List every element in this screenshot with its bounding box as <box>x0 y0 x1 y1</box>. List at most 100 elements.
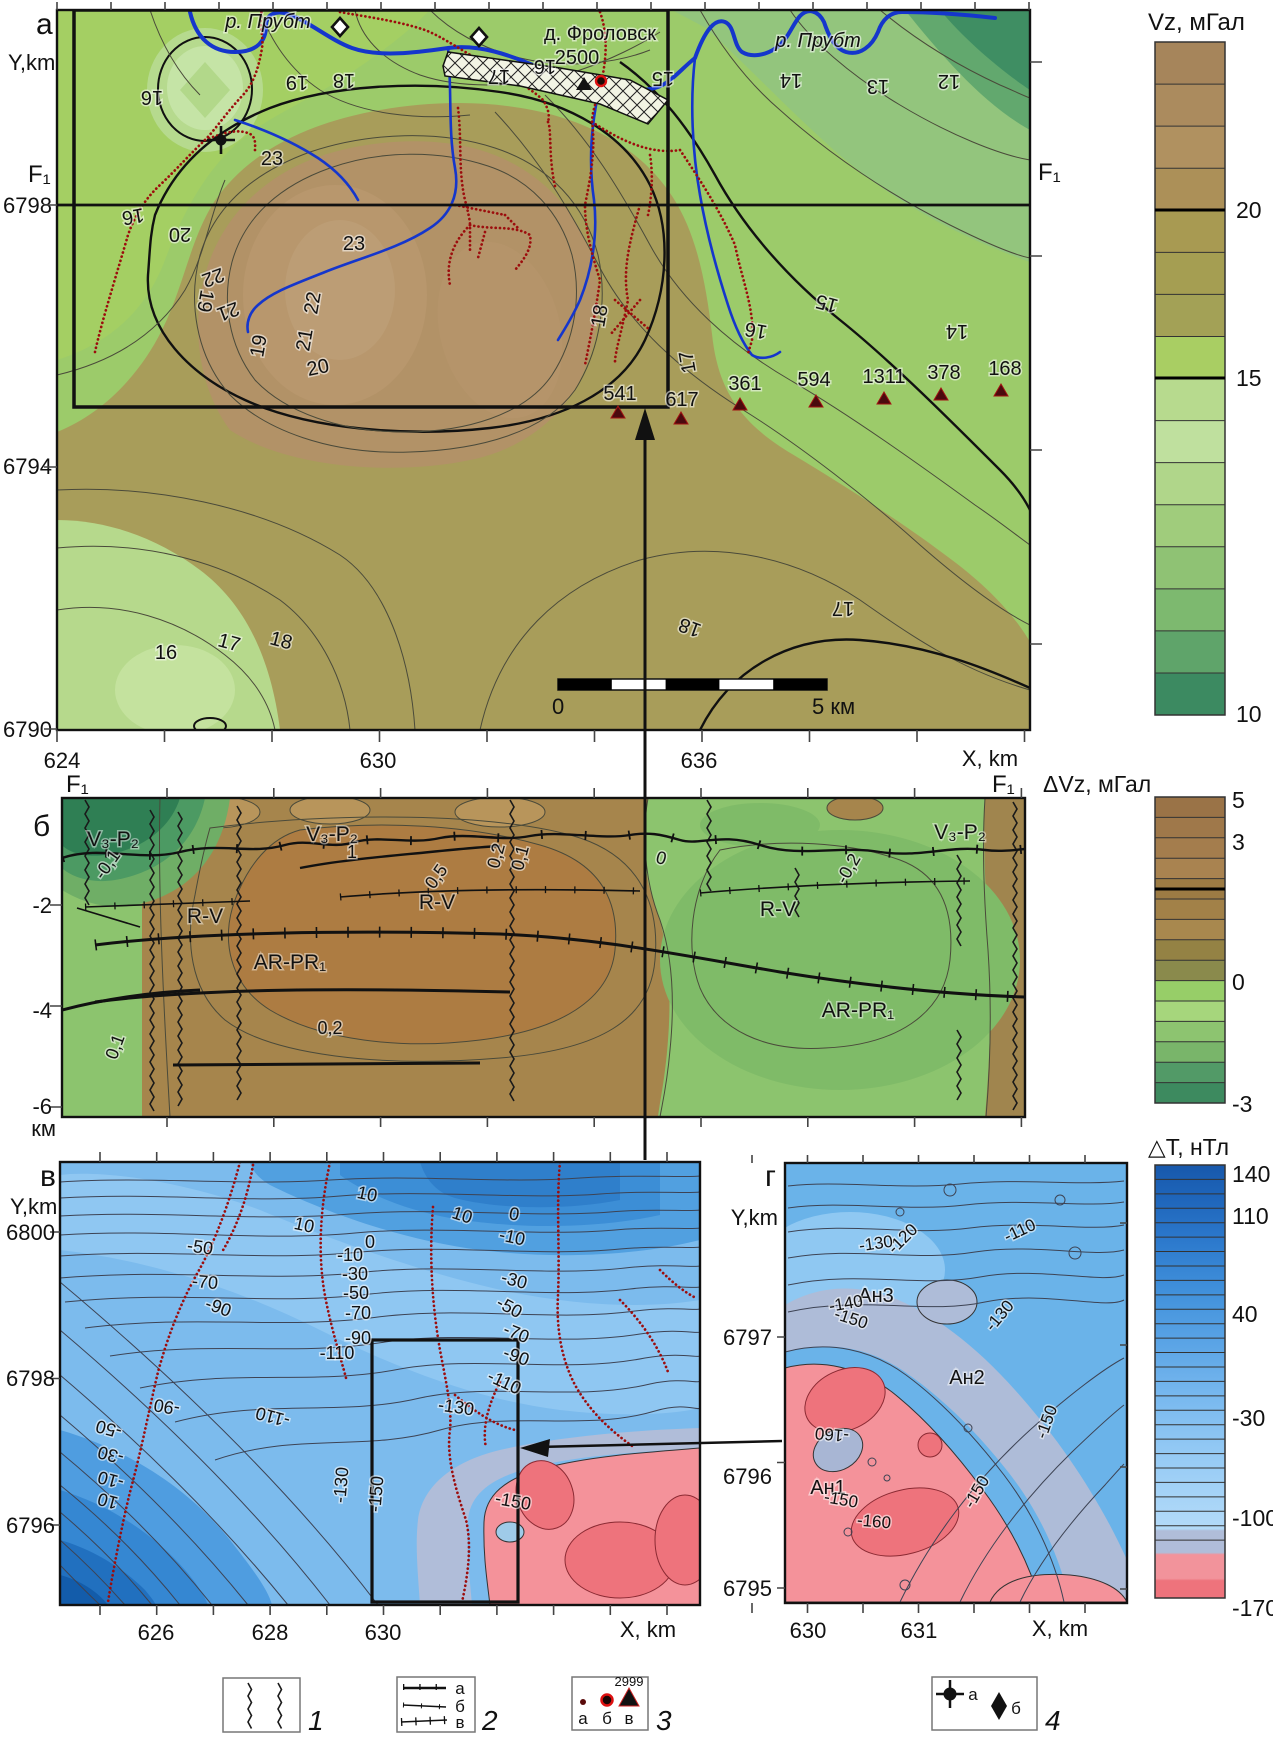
diamond-symbol <box>991 1692 1007 1720</box>
v-ytick: 6798 <box>6 1366 55 1391</box>
contour-label: 20 <box>305 355 331 381</box>
a-xtick: 624 <box>44 748 81 773</box>
river-prubt <box>188 10 997 92</box>
contour-label: 10 <box>355 1182 379 1206</box>
contour-label: -50 <box>186 1235 215 1258</box>
g-ytick: 6795 <box>723 1576 772 1601</box>
g-ticks-top <box>751 1155 1086 1163</box>
contour-label: 16 <box>155 642 177 664</box>
colorbar-dt: △T, нТл 140 110 40 -30 -100 -170 <box>1148 1134 1273 1621</box>
well-number: 541 <box>603 383 636 405</box>
village-area <box>442 51 670 125</box>
river-label: р. Прубт <box>224 11 311 33</box>
cb-tick: -170 <box>1232 1595 1273 1621</box>
legend-3-sub: б <box>602 1709 612 1728</box>
contour-label: 23 <box>261 148 283 170</box>
cb-tick: -100 <box>1232 1505 1273 1531</box>
contour-label: 19 <box>286 71 308 93</box>
well-number: 1311 <box>862 366 905 388</box>
cb-tick: -30 <box>1232 1405 1265 1431</box>
b-ytick: -4 <box>32 998 52 1023</box>
scale-end: 5 км <box>812 694 855 719</box>
roads-v <box>106 1162 698 1604</box>
g-ticks-bottom <box>751 1603 1086 1613</box>
contour-label: 16 <box>141 86 163 108</box>
panel-b-letter: б <box>33 810 50 843</box>
village-number: 2500 <box>555 47 600 69</box>
b-y-unit: км <box>31 1116 56 1141</box>
contour-lines-a <box>57 10 1030 730</box>
geo-label: V₃-P₂ <box>934 821 986 844</box>
point-symbol <box>580 1699 586 1705</box>
a-xtick: 636 <box>681 748 718 773</box>
g-ytick: 6796 <box>723 1464 772 1489</box>
contour-label: 20 <box>169 223 191 245</box>
v-xtick: 626 <box>138 1620 175 1645</box>
legend-item-2: а б в 2 <box>396 1676 498 1736</box>
a-ticks-top <box>56 2 1030 10</box>
a-f1-left: F₁ <box>28 161 51 188</box>
anomaly-label: Ан3 <box>858 1285 894 1307</box>
legend-4-sub: б <box>1011 1699 1021 1718</box>
fault-symbol <box>277 1682 283 1729</box>
panel-a-letter: а <box>36 8 53 41</box>
b-ytick: -6 <box>32 1094 52 1119</box>
geo-label: AR-PR₁ <box>254 951 326 974</box>
river-label: р. Прубт <box>774 30 861 52</box>
legend-3-sub: в <box>624 1709 633 1728</box>
contour-label: 0 <box>365 1232 375 1252</box>
stream <box>233 118 360 202</box>
v-ytick: 6796 <box>6 1513 55 1538</box>
contour-label: 14 <box>780 69 802 91</box>
legend-4-sub: а <box>968 1685 978 1704</box>
a-ytick: 6798 <box>3 193 52 218</box>
contour-label: 0,2 <box>317 1018 342 1038</box>
contour-label: 1 <box>347 842 357 862</box>
contour-label: 17 <box>488 65 510 87</box>
geo-label: V₃-P₂ <box>306 823 358 846</box>
cb-tick: 40 <box>1232 1301 1258 1327</box>
link-arrow-horizontal <box>520 1439 783 1457</box>
b-ticks-bottom <box>166 1117 1023 1127</box>
b-ticks-left <box>50 904 62 1108</box>
scale-bar <box>557 678 828 691</box>
well-number: 378 <box>927 362 960 384</box>
a-y-axis-title: Y,km <box>8 50 55 75</box>
contour-label: 13 <box>867 75 889 97</box>
village-marker-circle <box>594 74 608 88</box>
g-xtick: 630 <box>790 1618 827 1643</box>
contour-label: 10 <box>292 1213 316 1237</box>
g-ytick: 6797 <box>723 1325 772 1350</box>
cb-tick: 15 <box>1236 365 1262 391</box>
contour-label: 18 <box>333 69 355 91</box>
contour-lines-v <box>60 1175 700 1605</box>
legend-item-4: а б 4 <box>931 1676 1061 1736</box>
v-ticks-top <box>99 1152 668 1162</box>
cb-tick: 20 <box>1236 197 1262 223</box>
contour-label: 17 <box>675 349 701 375</box>
panel-b-section <box>62 798 1025 1117</box>
panel-v-letter: в <box>40 1160 56 1193</box>
contour-label: -130 <box>329 1466 352 1504</box>
contour-label: -70 <box>345 1303 371 1323</box>
v-xtick: 628 <box>252 1620 289 1645</box>
legend-4-number: 4 <box>1045 1705 1061 1736</box>
geo-label: R-V <box>419 891 455 914</box>
geo-label: V₃-P₂ <box>87 828 139 851</box>
legend-item-1: 1 <box>222 1677 324 1736</box>
cb-tick: 3 <box>1232 829 1245 855</box>
panel-g-border <box>783 1161 1129 1605</box>
contour-label: 23 <box>343 233 365 255</box>
contour-label: 21 <box>292 327 318 353</box>
contour-label: 19 <box>192 288 218 314</box>
v-xtick: 630 <box>365 1620 402 1645</box>
diamond-marker <box>330 16 350 38</box>
b-f1-left: F₁ <box>66 771 89 798</box>
geo-boundaries <box>62 834 1025 1067</box>
contour-label: -130 <box>858 1232 894 1256</box>
stream <box>246 46 458 334</box>
contour-label: 12 <box>938 70 960 92</box>
a-f1-right: F₁ <box>1038 159 1061 186</box>
